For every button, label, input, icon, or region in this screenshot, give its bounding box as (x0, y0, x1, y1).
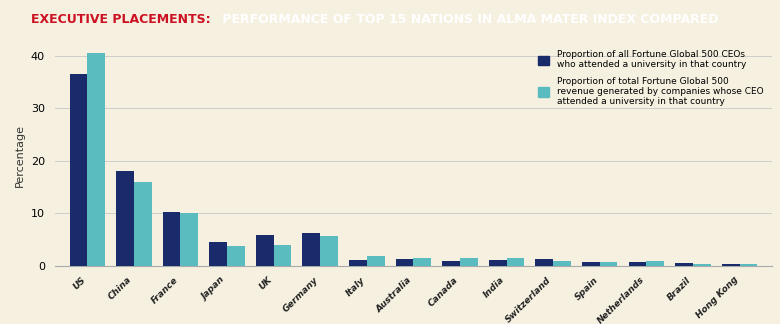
Text: Switzerland: Switzerland (504, 275, 553, 324)
Bar (629, 262, 647, 266)
Bar (163, 212, 180, 266)
Bar (134, 182, 151, 266)
Bar (256, 235, 274, 266)
Text: Germany: Germany (282, 275, 321, 314)
Bar (553, 261, 571, 266)
Text: EXECUTIVE PLACEMENTS:: EXECUTIVE PLACEMENTS: (31, 13, 211, 26)
Bar (413, 258, 431, 266)
Text: India: India (482, 275, 506, 299)
Text: Italy: Italy (344, 275, 367, 297)
Bar (209, 242, 227, 266)
Text: Australia: Australia (374, 275, 413, 314)
Bar (349, 260, 367, 266)
Bar (321, 236, 338, 266)
Text: Netherlands: Netherlands (596, 275, 647, 324)
Bar (600, 262, 618, 266)
Bar (506, 258, 524, 266)
Bar (460, 258, 477, 266)
Text: Canada: Canada (427, 275, 460, 308)
Bar (536, 259, 553, 266)
Y-axis label: Percentage: Percentage (15, 124, 25, 187)
Text: UK: UK (257, 275, 274, 292)
Bar (303, 233, 321, 266)
Text: US: US (71, 275, 87, 291)
Bar (395, 260, 413, 266)
Text: China: China (107, 275, 134, 302)
Legend: Proportion of all Fortune Global 500 CEOs
who attended a university in that coun: Proportion of all Fortune Global 500 CEO… (534, 45, 768, 111)
Bar (693, 264, 711, 266)
Bar (69, 74, 87, 266)
Text: PERFORMANCE OF TOP 15 NATIONS IN ALMA MATER INDEX COMPARED: PERFORMANCE OF TOP 15 NATIONS IN ALMA MA… (218, 13, 719, 26)
Bar (489, 260, 506, 266)
Text: Spain: Spain (573, 275, 600, 302)
Text: Brazil: Brazil (666, 275, 693, 302)
Bar (87, 53, 105, 266)
Text: Japan: Japan (200, 275, 227, 302)
Bar (442, 261, 460, 266)
Bar (739, 264, 757, 266)
Text: Hong Kong: Hong Kong (694, 275, 739, 320)
Text: France: France (151, 275, 180, 305)
Bar (227, 246, 245, 266)
Bar (722, 264, 739, 266)
Bar (582, 262, 600, 266)
Bar (274, 245, 291, 266)
Bar (180, 213, 198, 266)
Bar (367, 256, 385, 266)
Bar (647, 261, 664, 266)
Bar (116, 171, 134, 266)
Bar (675, 263, 693, 266)
